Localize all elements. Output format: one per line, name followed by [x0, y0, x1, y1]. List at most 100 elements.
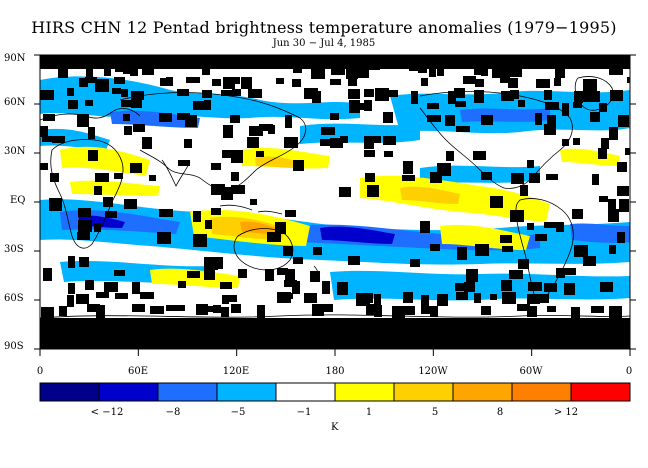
missing-data-block: [383, 136, 396, 145]
missing-data-block: [340, 136, 348, 143]
missing-data-block: [132, 304, 145, 312]
missing-data-block: [430, 306, 438, 317]
missing-data-block: [204, 306, 218, 312]
missing-data-block: [348, 76, 357, 86]
missing-data-block: [427, 115, 441, 122]
missing-data-block: [492, 65, 501, 78]
missing-data-block: [572, 209, 583, 219]
missing-data-blocks: [40, 64, 630, 319]
missing-data-block: [591, 306, 604, 313]
missing-data-block: [124, 199, 137, 209]
missing-data-block: [590, 112, 600, 122]
missing-data-block: [232, 89, 241, 96]
missing-data-block: [40, 163, 48, 170]
missing-data-block: [608, 209, 619, 222]
missing-data-block: [312, 91, 321, 103]
missing-data-block: [562, 139, 569, 146]
missing-data-block: [43, 114, 55, 121]
missing-data-block: [474, 90, 484, 103]
missing-data-block: [250, 199, 257, 205]
missing-data-block: [313, 247, 322, 255]
antarctic-missing-band: [40, 318, 630, 349]
missing-data-block: [292, 79, 301, 87]
missing-data-block: [500, 65, 510, 77]
missing-data-block: [374, 136, 381, 143]
missing-data-block: [103, 197, 113, 207]
missing-data-block: [77, 232, 90, 240]
missing-data-block: [564, 283, 575, 295]
missing-data-block: [50, 173, 59, 182]
missing-data-block: [421, 78, 428, 86]
missing-data-block: [554, 78, 561, 86]
missing-data-block: [211, 163, 221, 170]
missing-data-block: [87, 304, 100, 312]
missing-data-block: [601, 138, 609, 149]
missing-data-block: [285, 210, 296, 217]
missing-data-block: [230, 115, 240, 123]
missing-data-block: [204, 100, 211, 110]
missing-data-block: [609, 127, 618, 140]
missing-data-block: [527, 223, 534, 230]
missing-data-block: [591, 91, 600, 102]
missing-data-block: [609, 245, 616, 254]
x-label-120w: 120W: [418, 366, 448, 377]
missing-data-block: [95, 79, 109, 92]
colorbar-label-m5: −5: [230, 407, 246, 418]
missing-data-block: [94, 186, 102, 195]
missing-data-block: [473, 151, 486, 160]
missing-data-block: [40, 90, 54, 100]
missing-data-block: [248, 89, 262, 98]
missing-data-block: [348, 89, 360, 99]
missing-data-block: [223, 125, 233, 138]
colorbar: [39, 382, 631, 402]
missing-data-block: [455, 283, 468, 291]
missing-data-block: [571, 307, 580, 318]
missing-data-block: [104, 65, 111, 76]
missing-data-block: [193, 234, 207, 247]
missing-data-block: [456, 126, 470, 132]
missing-data-block: [544, 283, 557, 292]
missing-data-block: [518, 259, 529, 269]
missing-data-block: [177, 113, 190, 120]
missing-data-block: [544, 222, 558, 228]
missing-data-block: [268, 125, 275, 134]
missing-data-block: [320, 139, 333, 146]
missing-data-block: [529, 173, 540, 183]
missing-data-block: [88, 127, 95, 139]
colorbar-label-gt-12: > 12: [553, 407, 579, 418]
missing-data-block: [337, 282, 348, 295]
missing-data-block: [304, 88, 318, 99]
missing-data-block: [41, 307, 54, 319]
missing-data-block: [275, 222, 286, 234]
y-label-60n: 60N: [4, 97, 26, 108]
missing-data-block: [421, 306, 431, 314]
missing-data-block: [196, 304, 208, 315]
missing-data-block: [490, 196, 503, 208]
missing-data-block: [231, 77, 240, 84]
missing-data-block: [364, 293, 373, 303]
missing-data-block: [178, 305, 185, 311]
missing-data-block: [311, 66, 325, 79]
missing-data-block: [535, 294, 549, 303]
missing-data-block: [229, 295, 237, 302]
missing-data-block: [510, 210, 524, 222]
missing-data-block: [592, 174, 599, 185]
missing-data-block: [364, 89, 374, 97]
missing-data-block: [257, 305, 265, 318]
missing-data-block: [193, 211, 201, 222]
colorbar-swatch: [39, 382, 100, 402]
missing-data-block: [265, 269, 274, 281]
missing-data-block: [508, 78, 518, 88]
missing-data-block: [427, 103, 439, 109]
missing-data-block: [121, 89, 128, 97]
missing-data-block: [364, 136, 374, 149]
missing-data-block: [555, 67, 565, 78]
x-label-180: 180: [325, 366, 345, 377]
missing-data-block: [52, 136, 65, 143]
missing-data-block: [535, 113, 542, 125]
missing-data-block: [211, 184, 225, 195]
x-label-0-end: 0: [625, 366, 633, 377]
missing-data-block: [437, 67, 444, 76]
missing-data-block: [429, 64, 436, 77]
missing-data-block: [205, 220, 212, 229]
